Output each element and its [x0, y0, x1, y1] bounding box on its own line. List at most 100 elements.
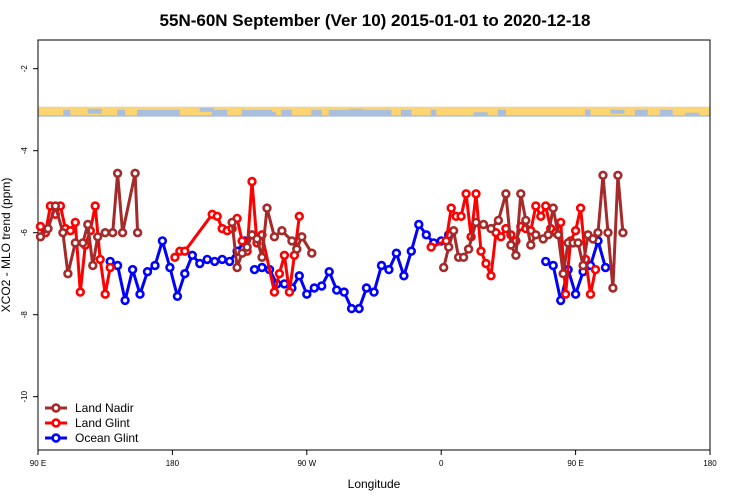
legend-swatch-marker — [51, 433, 61, 443]
data-point — [90, 201, 100, 211]
data-point — [414, 219, 424, 230]
y-tick-label: -4 — [20, 147, 29, 155]
y-tick-label: -10 — [20, 390, 29, 402]
data-point — [406, 246, 416, 256]
data-point — [242, 242, 252, 252]
series-layer — [35, 168, 628, 314]
data-point — [463, 244, 474, 254]
data-point — [95, 254, 105, 265]
map-strip-land — [672, 108, 710, 116]
data-point — [112, 168, 123, 179]
data-point — [195, 258, 205, 269]
map-strip-land — [179, 108, 212, 116]
data-point — [120, 295, 130, 306]
data-point — [262, 203, 272, 213]
data-point — [297, 232, 307, 242]
data-point — [471, 189, 481, 199]
data-point — [35, 232, 46, 242]
data-point — [135, 289, 145, 299]
data-point — [132, 228, 143, 238]
data-point — [317, 281, 327, 291]
map-strip-land — [125, 108, 138, 116]
data-point — [187, 250, 198, 261]
map-strip-land — [227, 108, 242, 116]
data-point — [548, 203, 558, 213]
data-point — [486, 223, 496, 234]
data-point — [284, 287, 295, 297]
data-point — [578, 260, 588, 271]
data-point — [277, 226, 287, 236]
data-point — [65, 226, 76, 236]
data-point — [257, 252, 267, 262]
data-point — [302, 289, 312, 299]
legend-label: Land Nadir — [75, 401, 134, 415]
map-strip-ocean-patch — [473, 112, 488, 116]
data-point — [496, 232, 506, 242]
x-tick-label: 0 — [439, 459, 444, 468]
data-point — [531, 230, 541, 240]
data-point — [257, 262, 267, 273]
data-point — [212, 211, 222, 222]
data-point — [70, 217, 81, 228]
data-point — [439, 262, 449, 273]
map-strip-land — [291, 108, 312, 116]
map-strip-land — [505, 108, 586, 116]
data-point — [309, 283, 319, 293]
series-line — [39, 171, 140, 276]
map-strip-land — [321, 108, 329, 116]
data-point — [117, 228, 128, 238]
data-point — [88, 260, 98, 271]
data-point — [501, 189, 511, 199]
data-point — [598, 170, 608, 181]
y-axis: -2 -4 -6 -8 -10 — [20, 65, 38, 402]
data-point — [354, 303, 364, 314]
legend-label: Land Glint — [75, 416, 130, 430]
map-strip-land — [436, 108, 498, 116]
data-point — [486, 271, 496, 281]
map-strip-ocean-patch — [87, 108, 102, 114]
x-tick-label: 180 — [166, 459, 180, 468]
data-point — [471, 217, 481, 228]
data-point — [105, 262, 115, 273]
chart-title: 55N-60N September (Ver 10) 2015-01-01 to… — [160, 11, 591, 30]
data-point — [526, 240, 536, 250]
data-point — [521, 215, 531, 226]
data-point — [217, 254, 227, 265]
x-axis-label: Longitude — [348, 477, 401, 491]
data-point — [613, 170, 623, 181]
data-point — [555, 217, 566, 228]
data-point — [165, 262, 175, 273]
data-point — [540, 256, 551, 267]
data-point — [369, 287, 379, 297]
data-point — [269, 287, 280, 297]
data-point — [570, 226, 581, 236]
data-point — [224, 256, 235, 267]
data-point — [456, 211, 466, 222]
data-point — [172, 291, 183, 301]
x-tick-label: 90 E — [30, 459, 46, 468]
y-tick-label: -8 — [20, 311, 29, 319]
data-point — [421, 230, 431, 240]
data-point — [540, 201, 551, 211]
data-point — [339, 287, 349, 297]
map-strip-land — [271, 108, 282, 116]
x-tick-label: 180 — [703, 459, 717, 468]
data-point — [92, 232, 103, 242]
data-point — [127, 264, 138, 275]
data-point — [249, 264, 260, 275]
data-point — [555, 295, 566, 306]
data-point — [478, 219, 489, 230]
data-point — [531, 201, 541, 211]
data-point — [58, 228, 68, 238]
data-point — [180, 269, 190, 279]
data-point — [142, 267, 153, 277]
map-strip-ocean-patch — [199, 107, 214, 112]
data-point — [294, 211, 304, 222]
data-point — [543, 230, 553, 240]
data-point — [237, 236, 247, 246]
data-point — [590, 264, 601, 275]
data-point — [227, 217, 237, 228]
data-point — [575, 203, 586, 213]
data-point — [516, 189, 526, 199]
